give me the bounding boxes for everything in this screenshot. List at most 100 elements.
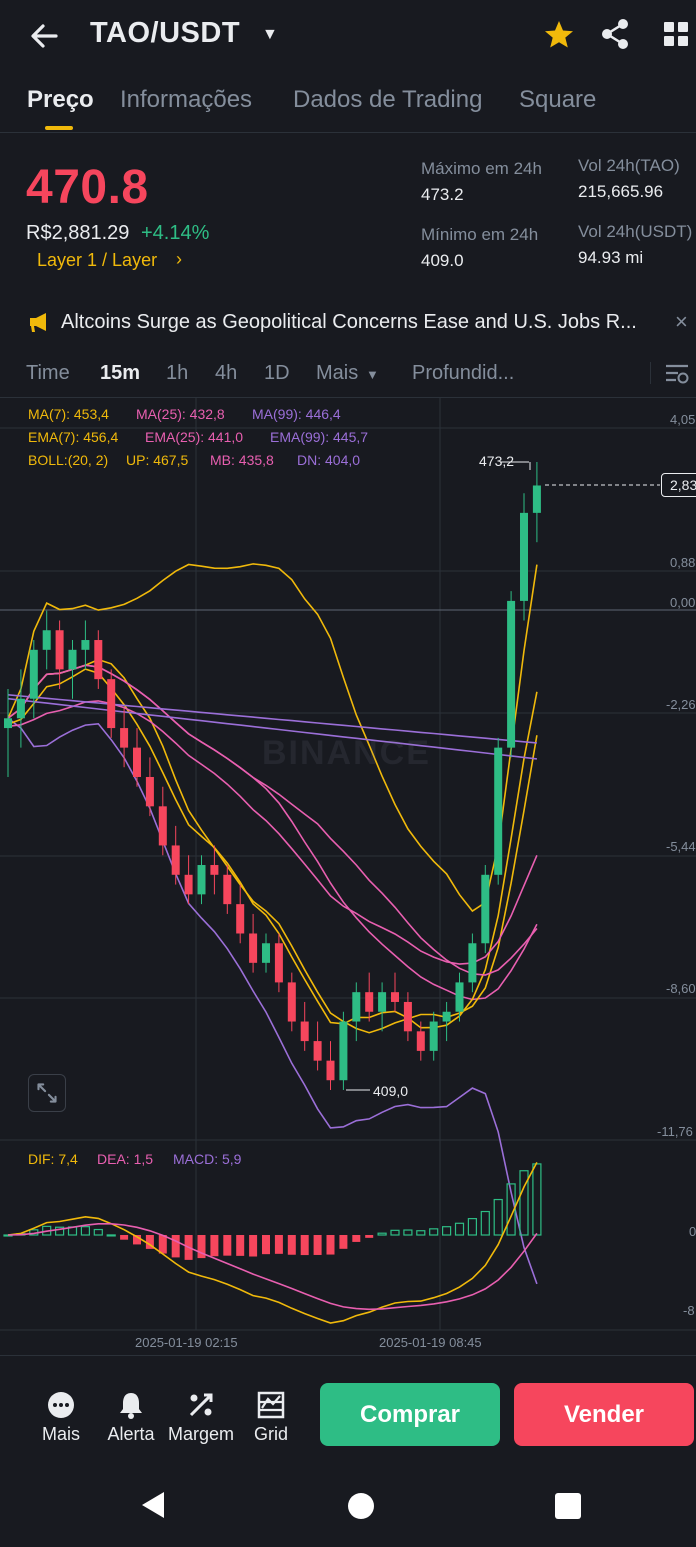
vol-base-value: 215,665.96 <box>578 182 664 201</box>
ema25-label: EMA(25): 441,0 <box>145 429 244 445</box>
category-tags-link[interactable]: Layer 1 / Layer <box>37 250 158 270</box>
tab-preco[interactable]: Preço <box>27 86 94 113</box>
axis-label: -5,44 <box>666 839 696 854</box>
candle-body <box>520 512 528 601</box>
dea-line <box>7 1223 538 1311</box>
chart-settings-icon[interactable] <box>664 362 690 386</box>
ema99-line <box>7 694 537 744</box>
macd-bar <box>210 1235 219 1257</box>
alert-button[interactable]: Alerta <box>96 1390 166 1445</box>
macd-bar <box>313 1235 322 1255</box>
macd-bar <box>274 1235 283 1254</box>
interval-depth[interactable]: Profundid... <box>412 362 515 384</box>
nav-back-icon[interactable] <box>138 1490 168 1520</box>
caret-down-icon[interactable]: ▼ <box>262 26 278 43</box>
axis-label: -8 <box>683 1303 695 1318</box>
price-chart[interactable] <box>0 398 696 1358</box>
margin-label: Margem <box>167 1424 234 1444</box>
back-arrow-icon[interactable] <box>26 16 66 56</box>
news-banner[interactable]: Altcoins Surge as Geopolitical Concerns … <box>0 300 696 346</box>
candle-body <box>468 943 477 983</box>
chevron-right-icon[interactable]: › <box>176 249 182 269</box>
candlesticks <box>4 462 541 1090</box>
close-icon[interactable]: × <box>675 309 688 334</box>
candle-body <box>55 630 64 670</box>
megaphone-icon <box>30 313 46 332</box>
margin-button[interactable]: Margem <box>166 1390 236 1445</box>
nav-home-icon[interactable] <box>348 1493 374 1519</box>
candle-body <box>16 698 25 719</box>
macd-bar <box>377 1232 387 1236</box>
low-24h-label: Mínimo em 24h <box>421 225 539 244</box>
chart-grid <box>0 398 696 1331</box>
ma99-label: MA(99): 446,4 <box>252 406 341 422</box>
divider <box>650 362 651 384</box>
main-tabs: Preço Informações Dados de Trading Squar… <box>0 78 696 133</box>
axis-label: 0 <box>689 1224 696 1239</box>
candle-body <box>442 1011 451 1022</box>
candle-body <box>429 1021 438 1051</box>
tab-square[interactable]: Square <box>519 86 597 113</box>
nav-recent-apps-icon[interactable] <box>555 1493 581 1519</box>
tab-informacoes[interactable]: Informações <box>120 86 253 113</box>
more-button[interactable]: Mais <box>26 1390 96 1445</box>
macd-label: MACD: 5,9 <box>173 1151 242 1167</box>
pair-title[interactable]: TAO/USDT <box>90 17 241 49</box>
macd-bar <box>480 1210 490 1236</box>
star-icon[interactable] <box>542 18 576 52</box>
candle-body <box>455 982 464 1012</box>
candle-body <box>249 933 258 963</box>
low-24h-value: 409.0 <box>421 251 464 270</box>
interval-bar: Time 15m 1h 4h 1D Mais ▼ Profundid... <box>0 350 696 398</box>
candle-body <box>197 865 206 895</box>
sell-button[interactable]: Vender <box>514 1383 694 1446</box>
last-price: 470.8 <box>26 161 149 214</box>
candle-body <box>481 874 490 944</box>
candle-body <box>494 747 503 875</box>
buy-button[interactable]: Comprar <box>320 1383 500 1446</box>
share-icon[interactable] <box>600 18 630 50</box>
ma7-line <box>7 658 538 1034</box>
interval-15m[interactable]: 15m <box>100 362 141 384</box>
interval-time[interactable]: Time <box>26 362 70 384</box>
candle-body <box>171 845 180 875</box>
macd-bar <box>532 1163 542 1236</box>
boll-dn-label: DN: 404,0 <box>297 452 361 468</box>
candle-body <box>287 982 296 1022</box>
macd-bar <box>145 1235 154 1249</box>
change-percent: +4.14% <box>141 222 210 244</box>
tab-dados-de-trading[interactable]: Dados de Trading <box>293 86 483 113</box>
macd-bar <box>390 1229 400 1236</box>
ma25-label: MA(25): 432,8 <box>136 406 225 422</box>
dif-label: DIF: 7,4 <box>28 1151 78 1167</box>
high-marker-label: 473,2 <box>479 453 515 469</box>
candle-body <box>145 776 154 807</box>
interval-1h[interactable]: 1h <box>166 362 189 384</box>
candle-body <box>507 600 516 748</box>
caret-down-icon[interactable]: ▼ <box>366 367 379 382</box>
candle-body <box>416 1031 425 1051</box>
macd-bar <box>416 1230 426 1236</box>
interval-4h[interactable]: 4h <box>215 362 238 384</box>
candle-body <box>274 943 283 983</box>
ma7-label: MA(7): 453,4 <box>28 406 109 422</box>
more-icon <box>48 1392 74 1418</box>
macd-bar <box>158 1235 167 1254</box>
interval-more[interactable]: Mais <box>316 362 359 384</box>
dif-line <box>7 1162 538 1324</box>
expand-icon[interactable] <box>28 1074 66 1112</box>
macd-bar <box>171 1235 180 1258</box>
ma25-line <box>7 664 538 976</box>
grid-button[interactable]: Grid <box>236 1390 306 1445</box>
high-24h-label: Máximo em 24h <box>421 159 542 178</box>
candle-body <box>42 630 51 650</box>
macd-bar <box>339 1235 348 1249</box>
macd-bar <box>326 1235 335 1255</box>
interval-1d[interactable]: 1D <box>264 362 290 384</box>
binance-watermark: BINANCE <box>262 734 431 772</box>
grid-menu-icon[interactable] <box>662 20 690 48</box>
macd-bar <box>287 1235 296 1255</box>
alert-label: Alerta <box>107 1424 155 1444</box>
news-headline[interactable]: Altcoins Surge as Geopolitical Concerns … <box>61 311 637 333</box>
boll-lower-line <box>7 717 538 1285</box>
